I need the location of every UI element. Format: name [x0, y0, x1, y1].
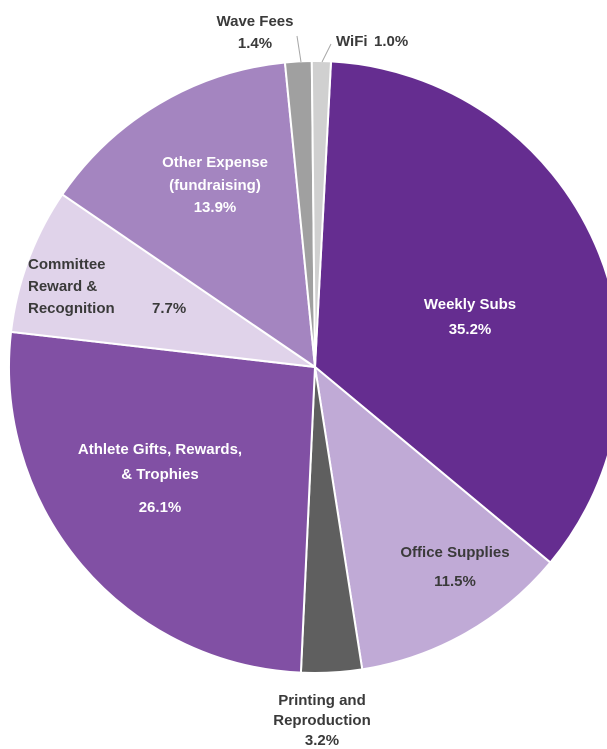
- value-label: 26.1%: [139, 499, 182, 516]
- pie-slice: [313, 60, 607, 564]
- value-label: 35.2%: [449, 321, 492, 338]
- leader-line: [321, 43, 332, 63]
- label-line: & Trophies: [121, 466, 199, 483]
- leader-line: [296, 35, 302, 63]
- pie-slice: [313, 364, 552, 671]
- label-line: WiFi: [336, 33, 368, 50]
- value-label: 1.4%: [238, 35, 272, 52]
- slice-label: WiFi: [336, 33, 368, 50]
- pie-slice: [310, 60, 333, 368]
- label-line: (fundraising): [169, 177, 261, 194]
- slice-label: Athlete Gifts, Rewards, & Trophies: [78, 441, 242, 483]
- slice-label: Committee Reward & Recognition: [28, 256, 115, 317]
- label-line: Recognition: [28, 300, 115, 317]
- label-line: Reproduction: [273, 712, 371, 729]
- label-line: Wave Fees: [217, 13, 294, 30]
- label-line: Committee: [28, 256, 106, 273]
- slice-label: Other Expense (fundraising): [162, 154, 268, 194]
- label-line: Office Supplies: [400, 544, 509, 561]
- value-label: 11.5%: [434, 573, 476, 590]
- value-label: 1.0%: [374, 33, 408, 50]
- slice-label: Wave Fees: [217, 13, 294, 30]
- slice-label: Printing and Reproduction: [273, 692, 371, 729]
- label-line: Weekly Subs: [424, 296, 516, 313]
- value-label: 13.9%: [194, 199, 237, 216]
- slice-label: Office Supplies: [400, 544, 509, 561]
- value-label: 3.2%: [305, 732, 339, 749]
- pie-slice: [8, 330, 317, 674]
- value-label: 7.7%: [152, 300, 186, 317]
- label-line: Other Expense: [162, 154, 268, 171]
- slice-label: Weekly Subs: [424, 296, 516, 313]
- label-line: Reward &: [28, 278, 97, 295]
- pie-slice: [60, 61, 317, 370]
- label-line: Printing and: [278, 692, 366, 709]
- pie-slice: [9, 193, 316, 368]
- label-line: Athlete Gifts, Rewards,: [78, 441, 242, 458]
